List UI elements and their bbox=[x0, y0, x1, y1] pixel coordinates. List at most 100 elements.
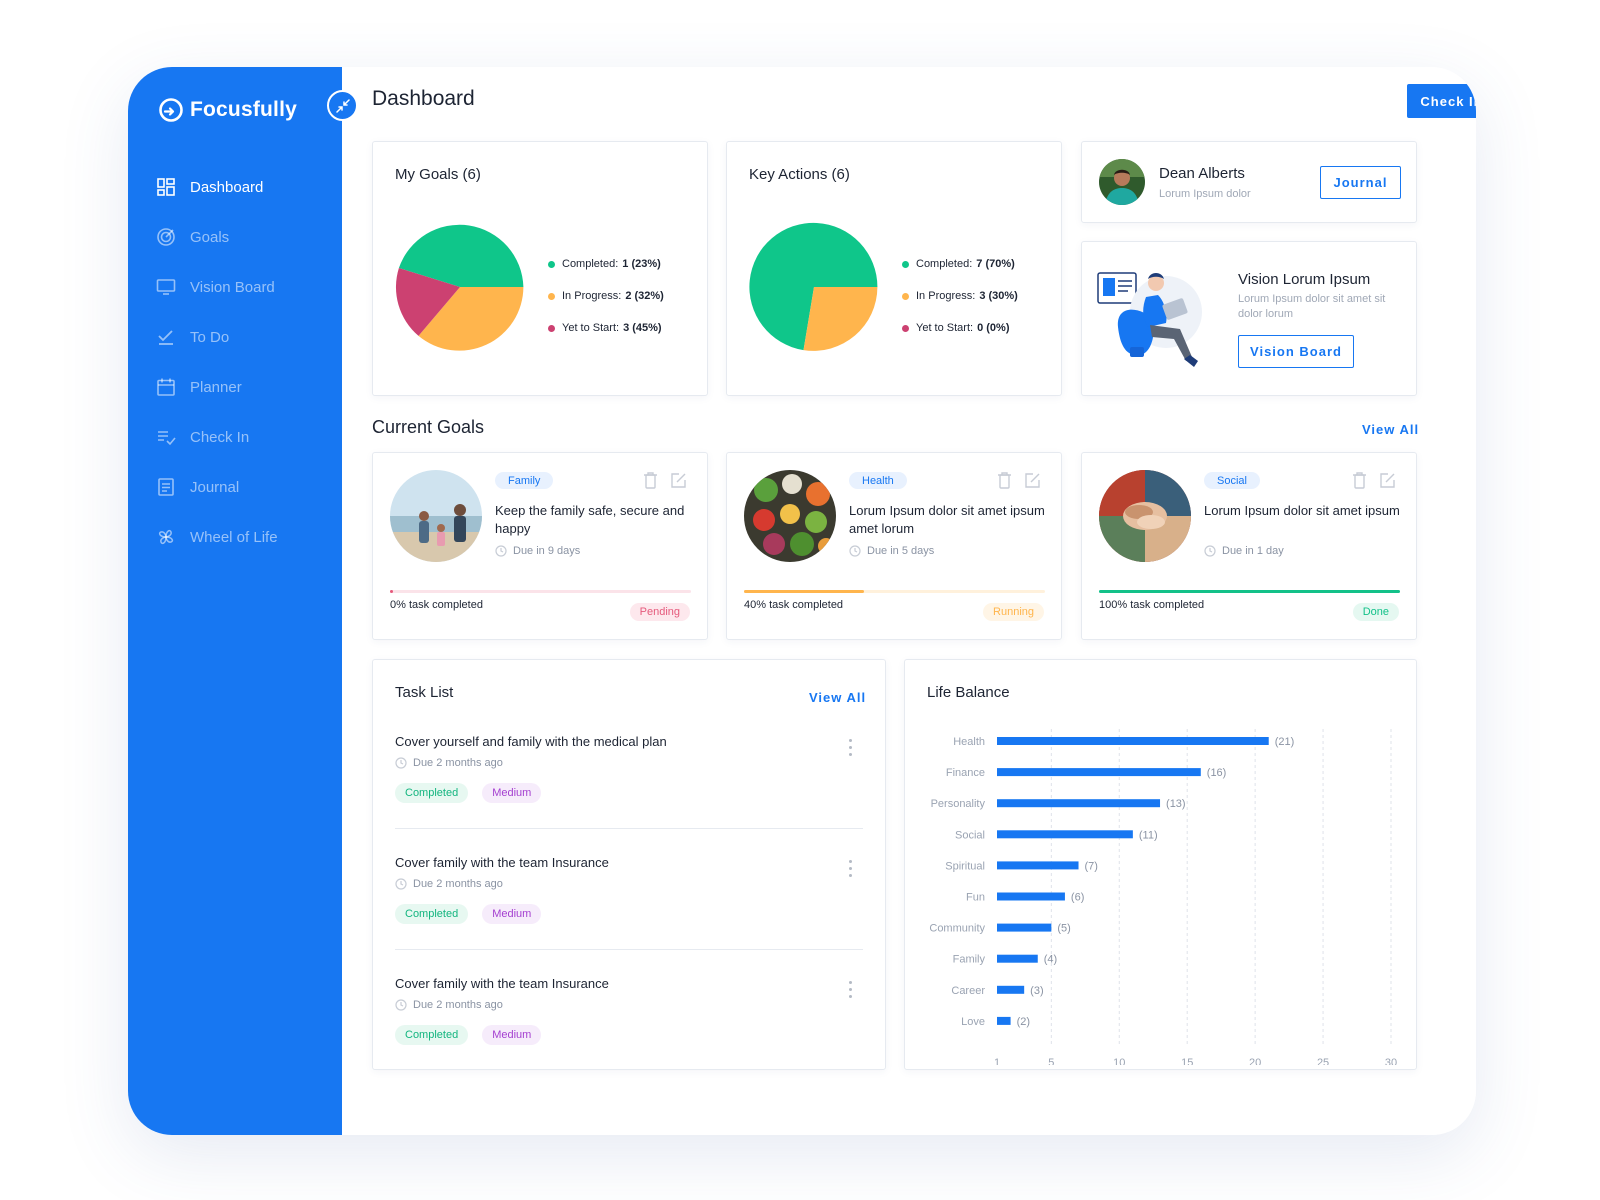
legend-label: In Progress: bbox=[562, 290, 622, 302]
task-list-view-all-link[interactable]: View All bbox=[809, 690, 867, 705]
vision-board-button[interactable]: Vision Board bbox=[1238, 335, 1354, 368]
collapse-sidebar-button[interactable] bbox=[327, 90, 358, 121]
sidebar-item-label: Journal bbox=[190, 478, 240, 496]
brand-name: Focusfully bbox=[190, 98, 298, 121]
value-label: (21) bbox=[1275, 736, 1295, 748]
category-label: Career bbox=[951, 985, 985, 997]
sidebar-item-to-do[interactable]: To Do bbox=[156, 312, 326, 362]
monitor-icon bbox=[156, 279, 176, 295]
legend-label: Yet to Start: bbox=[916, 322, 974, 334]
check-in-button[interactable]: Check In bbox=[1407, 84, 1476, 118]
legend-label: In Progress: bbox=[916, 290, 976, 302]
value-label: (13) bbox=[1166, 798, 1186, 810]
goal-card-social: Social Lorum Ipsum dolor sit amet ipsum … bbox=[1081, 452, 1417, 640]
task-item[interactable]: Cover family with the team Insurance Due… bbox=[395, 976, 863, 1045]
my-goals-legend: Completed: 1 (23%) In Progress: 2 (32%) Ye… bbox=[548, 248, 664, 344]
vision-text: Lorum Ipsum dolor sit amet sit dolor lor… bbox=[1238, 293, 1386, 320]
goal-progress-fill bbox=[744, 590, 865, 593]
value-label: (16) bbox=[1207, 767, 1227, 779]
goal-due: Due in 1 day bbox=[1204, 545, 1284, 557]
x-tick-label: 1 bbox=[994, 1057, 1000, 1065]
value-label: (5) bbox=[1057, 923, 1070, 935]
x-tick-label: 10 bbox=[1113, 1057, 1125, 1065]
sidebar: Focusfully Dashboard Goals Vision Board … bbox=[128, 67, 342, 1135]
journal-button[interactable]: Journal bbox=[1320, 166, 1401, 199]
trash-icon[interactable] bbox=[643, 472, 658, 489]
task-title: Cover family with the team Insurance bbox=[395, 976, 609, 991]
clock-icon bbox=[849, 545, 861, 557]
pinwheel-icon bbox=[158, 529, 174, 545]
profile-photo bbox=[1099, 159, 1145, 205]
category-label: Family bbox=[953, 954, 986, 966]
vision-card: Vision Lorum Ipsum Lorum Ipsum dolor sit… bbox=[1081, 241, 1417, 396]
clock-icon bbox=[1204, 545, 1216, 557]
goal-text: Lorum Ipsum dolor sit amet ipsum bbox=[1204, 503, 1400, 518]
goal-progress-label: 0% task completed bbox=[390, 599, 483, 611]
goal-photo bbox=[390, 470, 482, 562]
more-options-icon[interactable] bbox=[849, 739, 853, 760]
target-icon bbox=[157, 228, 175, 246]
edit-icon[interactable] bbox=[670, 472, 687, 489]
sidebar-item-journal[interactable]: Journal bbox=[156, 462, 326, 512]
bar bbox=[997, 799, 1161, 808]
more-options-icon[interactable] bbox=[849, 860, 853, 881]
bar bbox=[997, 923, 1052, 932]
sidebar-item-check-in[interactable]: Check In bbox=[156, 412, 326, 462]
goal-status-badge: Done bbox=[1352, 603, 1399, 621]
brand-logo[interactable]: Focusfully bbox=[158, 97, 297, 123]
edit-icon[interactable] bbox=[1379, 472, 1396, 489]
task-item[interactable]: Cover family with the team Insurance Due… bbox=[395, 855, 863, 924]
trash-icon[interactable] bbox=[997, 472, 1012, 489]
bar bbox=[997, 861, 1079, 870]
bar bbox=[997, 737, 1269, 745]
key-actions-card: Key Actions (6) Completed: 7 (70%) In Pro… bbox=[726, 141, 1062, 396]
more-options-icon[interactable] bbox=[849, 981, 853, 1002]
goal-category-tag: Family bbox=[495, 472, 554, 489]
value-label: (6) bbox=[1071, 892, 1084, 904]
legend-completed: Completed: 7 (70%) bbox=[902, 248, 1018, 280]
key-actions-title: Key Actions (6) bbox=[749, 166, 850, 183]
task-tags: Completed Medium bbox=[395, 904, 863, 924]
task-title: Cover family with the team Insurance bbox=[395, 855, 609, 870]
category-label: Finance bbox=[946, 767, 985, 779]
goal-progress-fill bbox=[1099, 590, 1400, 593]
value-label: (3) bbox=[1030, 985, 1043, 997]
clock-icon bbox=[495, 545, 507, 557]
legend-label: Completed: bbox=[916, 258, 973, 270]
legend-value: 3 (30%) bbox=[979, 290, 1018, 302]
legend-in-progress: In Progress: 3 (30%) bbox=[902, 280, 1018, 312]
goal-progress-label: 100% task completed bbox=[1099, 599, 1205, 611]
sidebar-item-dashboard[interactable]: Dashboard bbox=[156, 162, 326, 212]
legend-yet-to-start: Yet to Start: 0 (0%) bbox=[902, 312, 1018, 344]
trash-icon[interactable] bbox=[1352, 472, 1367, 489]
task-due-text: Due 2 months ago bbox=[413, 878, 503, 890]
goal-due-text: Due in 5 days bbox=[867, 545, 935, 557]
checkmark-icon bbox=[158, 330, 173, 345]
profile-name: Dean Alberts bbox=[1159, 165, 1245, 182]
sidebar-item-label: Goals bbox=[190, 228, 230, 246]
task-divider bbox=[395, 828, 863, 829]
task-due: Due 2 months ago bbox=[395, 757, 863, 769]
focusfully-logo-icon bbox=[159, 98, 183, 122]
x-tick-label: 25 bbox=[1317, 1057, 1329, 1065]
task-item[interactable]: Cover yourself and family with the medic… bbox=[395, 734, 863, 803]
collapse-icon bbox=[335, 98, 350, 113]
sidebar-item-goals[interactable]: Goals bbox=[156, 212, 326, 262]
pie-slice-in-progress bbox=[418, 287, 524, 351]
legend-value: 0 (0%) bbox=[977, 322, 1010, 334]
sidebar-item-vision-board[interactable]: Vision Board bbox=[156, 262, 326, 312]
sidebar-item-planner[interactable]: Planner bbox=[156, 362, 326, 412]
sidebar-item-wheel-of-life[interactable]: Wheel of Life bbox=[156, 512, 326, 562]
vision-title: Vision Lorum Ipsum bbox=[1238, 271, 1371, 288]
goal-text: Keep the family safe, secure and happy bbox=[495, 503, 685, 536]
calendar-icon bbox=[157, 378, 175, 396]
category-label: Love bbox=[961, 1016, 985, 1028]
current-goals-view-all-link[interactable]: View All bbox=[1362, 422, 1420, 437]
goal-actions bbox=[643, 472, 687, 489]
value-label: (4) bbox=[1044, 954, 1057, 966]
sidebar-item-label: To Do bbox=[190, 328, 230, 346]
goal-progress-bar bbox=[390, 590, 691, 593]
sidebar-item-label: Wheel of Life bbox=[190, 528, 278, 546]
edit-icon[interactable] bbox=[1024, 472, 1041, 489]
